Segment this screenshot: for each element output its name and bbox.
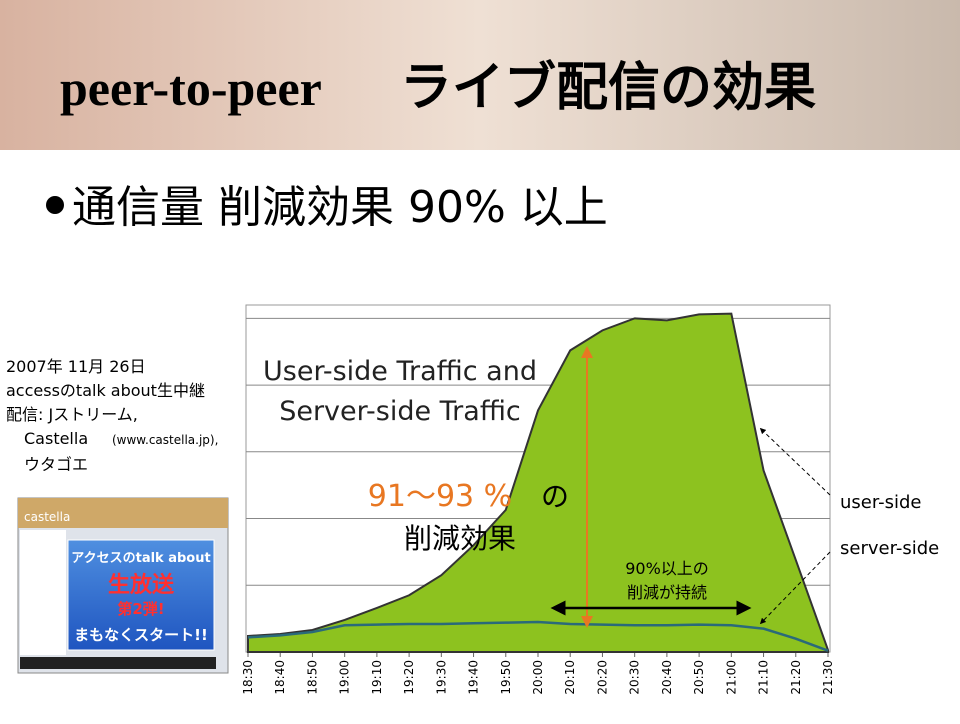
note-line: 配信: Jストリーム, — [6, 405, 138, 424]
x-tick-label: 19:40 — [467, 660, 481, 695]
x-tick-label: 21:00 — [724, 660, 738, 695]
banner-text: まもなくスタート!! — [74, 626, 208, 644]
area — [247, 312, 829, 653]
annotation: 削減が持続 — [627, 583, 707, 602]
x-tick-label: 21:10 — [757, 660, 771, 695]
header-band — [0, 0, 960, 150]
bullet-dot — [46, 196, 64, 214]
series-label: server-side — [840, 538, 939, 559]
note-line: accessのtalk about生中継 — [6, 381, 205, 400]
title-latin: peer-to-peer — [60, 60, 322, 116]
x-tick-label: 21:20 — [789, 660, 803, 695]
note-line: Castella — [24, 429, 88, 448]
x-tick-label: 21:30 — [821, 660, 835, 695]
bullet: 通信量 削減効果 90% 以上 — [72, 182, 608, 233]
x-tick-label: 20:40 — [660, 660, 674, 695]
x-tick-label: 19:50 — [499, 660, 513, 695]
chart-title: User-side Traffic and — [263, 356, 537, 387]
annotation: の — [541, 480, 569, 513]
x-tick-label: 18:40 — [273, 660, 287, 695]
banner-text: アクセスのtalk about — [71, 551, 210, 566]
annotation: 91～93 % — [368, 479, 512, 514]
annotation: 削減効果 — [404, 522, 516, 555]
x-tick-label: 20:50 — [692, 660, 706, 695]
leader-line — [759, 427, 831, 496]
banner-text: 生放送 — [108, 572, 174, 598]
x-tick-label: 20:30 — [628, 660, 642, 695]
line — [247, 620, 829, 652]
banner-text: 第2弾! — [117, 600, 164, 618]
title-jp: ライブ配信の効果 — [400, 58, 816, 118]
x-tick-label: 20:00 — [531, 660, 545, 695]
chart-title: Server-side Traffic — [279, 396, 521, 427]
annotation: 90%以上の — [625, 559, 709, 578]
note-line: ウタゴエ — [24, 455, 88, 474]
screenshot: castella — [17, 497, 229, 674]
note-line: (www.castella.jp), — [112, 433, 218, 447]
x-tick-label: 19:00 — [338, 660, 352, 695]
x-tick-label: 18:30 — [241, 660, 255, 695]
chart: 18:30 18:40 18:50 19:00 19:10 19:20 19:30 19:40… — [241, 304, 835, 695]
note-line: 2007年 11月 26日 — [6, 357, 146, 376]
x-tick-label: 20:20 — [595, 660, 609, 695]
x-tick-label: 19:30 — [434, 660, 448, 695]
leader-line — [759, 551, 831, 625]
x-tick-label: 19:10 — [370, 660, 384, 695]
screenshot-logo: castella — [24, 510, 70, 524]
x-tick-label: 19:20 — [402, 660, 416, 695]
x-tick-label: 20:10 — [563, 660, 577, 695]
series-label: user-side — [840, 492, 921, 513]
x-tick-label: 18:50 — [305, 660, 319, 695]
